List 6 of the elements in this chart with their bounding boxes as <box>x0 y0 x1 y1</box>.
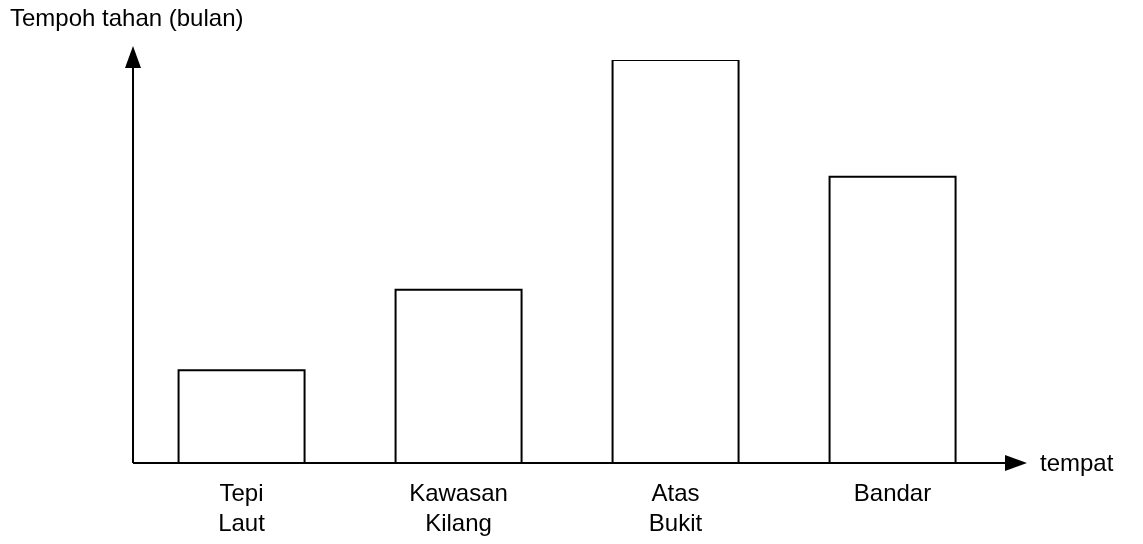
x-tick-label: Kawasan Kilang <box>409 479 508 536</box>
x-tick-label: Atas Bukit <box>648 479 703 536</box>
x-tick-label: Bandar <box>853 479 932 506</box>
x-tick-label: Tepi Laut <box>218 479 266 536</box>
y-axis-title: Tempoh tahan (bulan) <box>10 4 244 31</box>
x-axis-title: tempat <box>1040 449 1114 476</box>
